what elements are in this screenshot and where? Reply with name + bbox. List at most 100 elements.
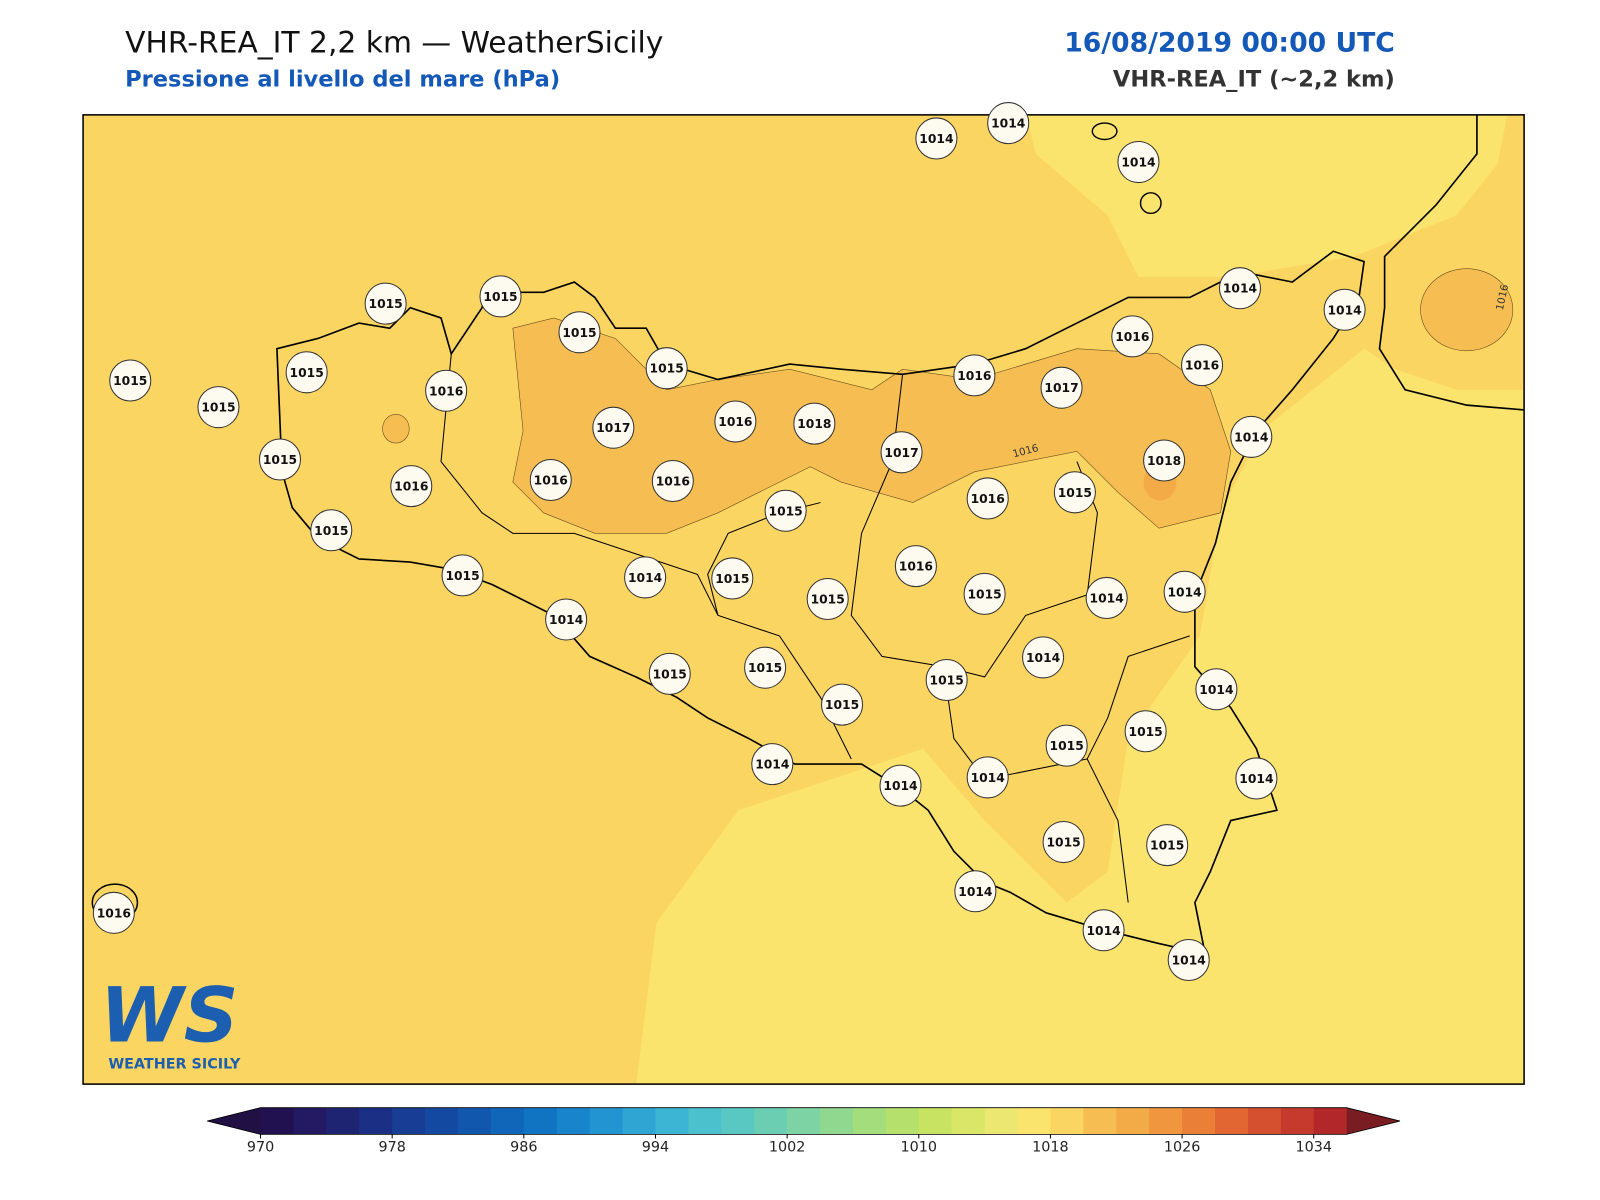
station-marker (441, 554, 484, 597)
island (1091, 122, 1118, 141)
map-frame (82, 114, 1525, 1085)
station-marker (258, 438, 302, 481)
station-value: 1014 (1223, 282, 1257, 296)
station-value: 1015 (201, 401, 235, 415)
station-marker (880, 431, 923, 474)
station-value: 1014 (755, 758, 789, 772)
colorbar-bin (852, 1107, 887, 1135)
station-marker (310, 509, 353, 552)
station-value: 1015 (1050, 739, 1084, 753)
colorbar-bin (523, 1107, 558, 1135)
station-marker (1323, 288, 1366, 331)
station-marker (479, 275, 522, 318)
colorbar-bin (688, 1107, 722, 1135)
title: VHR-REA_IT 2,2 km — WeatherSicily (125, 26, 663, 61)
station-marker (624, 556, 667, 599)
station-value: 1015 (483, 290, 517, 304)
station-value: 1017 (1044, 381, 1078, 395)
datetime: 16/08/2019 00:00 UTC (1064, 28, 1395, 59)
colorbar-bin (326, 1107, 360, 1135)
station-marker (1230, 415, 1273, 458)
island (1139, 192, 1162, 215)
colorbar-bin (1116, 1107, 1150, 1135)
station-value: 1014 (1234, 430, 1268, 444)
station-marker (558, 311, 601, 354)
station-value: 1016 (957, 369, 991, 383)
station-value: 1015 (263, 453, 297, 467)
station-value: 1016 (718, 415, 752, 429)
colorbar-tick-label: 1026 (1164, 1140, 1201, 1156)
station-marker (364, 282, 407, 325)
station-value: 1015 (653, 667, 687, 681)
colorbar-bin (951, 1107, 986, 1135)
station-value: 1015 (930, 674, 964, 688)
station-value: 1014 (958, 885, 992, 899)
station-marker (1022, 636, 1065, 679)
station-marker (744, 646, 787, 689)
station-marker (806, 577, 849, 620)
colorbar-bin (490, 1107, 525, 1135)
station-marker (651, 459, 694, 503)
station-marker (954, 870, 997, 913)
colorbar-bin (721, 1107, 755, 1135)
field-high (382, 414, 410, 444)
station-marker (751, 743, 794, 786)
subtitle: Pressione al livello del mare (hPa) (125, 66, 560, 92)
coastline (276, 250, 1366, 955)
station-value: 1015 (967, 587, 1001, 601)
station-marker (925, 658, 968, 702)
colorbar-bin (293, 1107, 327, 1135)
station-value: 1016 (656, 475, 690, 489)
colorbar-tick-label: 986 (510, 1140, 537, 1156)
station-marker (894, 545, 937, 588)
field (83, 114, 1525, 1085)
colorbar-extend-high (1346, 1107, 1400, 1135)
colorbar-bin (820, 1107, 854, 1135)
station-marker (1045, 724, 1088, 767)
colorbar-bin (984, 1107, 1019, 1135)
logo-name: WEATHER SICILY (108, 1057, 241, 1073)
station-value: 1014 (1026, 651, 1060, 665)
station-value: 1014 (1172, 954, 1206, 968)
station-marker (592, 406, 635, 449)
colorbar-bin (622, 1107, 656, 1135)
station-marker (425, 369, 468, 412)
station-marker (963, 572, 1006, 615)
colorbar-extend-low (207, 1107, 261, 1135)
field-high (1420, 268, 1514, 352)
colorbar-bin (1017, 1107, 1051, 1135)
station-value: 1014 (1199, 683, 1233, 697)
station-marker (1195, 668, 1238, 711)
station-value: 1014 (971, 771, 1005, 785)
station-marker (390, 465, 433, 508)
station-value: 1015 (1046, 836, 1080, 850)
station-value: 1016 (534, 474, 568, 488)
station-marker (821, 683, 864, 726)
logo-mark: WS (100, 971, 238, 1059)
station-marker (645, 347, 688, 390)
colorbar-bin (457, 1107, 492, 1135)
station-marker (1167, 938, 1210, 982)
colorbar-bin (359, 1107, 393, 1135)
station-marker (1040, 366, 1083, 409)
station-marker (109, 359, 152, 402)
colorbar-tick-label: 1034 (1295, 1140, 1332, 1156)
station-value: 1017 (596, 421, 630, 435)
coastline (1378, 114, 1525, 411)
station-value: 1014 (991, 117, 1025, 131)
colorbar-tick-label: 978 (378, 1140, 405, 1156)
colorbar-bin (1215, 1107, 1249, 1135)
station-marker (966, 477, 1009, 520)
station-value: 1016 (97, 906, 131, 920)
colorbar-bin (918, 1107, 953, 1135)
station-marker (1146, 824, 1189, 867)
colorbar-bin (425, 1107, 459, 1135)
colorbar-bin (260, 1107, 294, 1135)
station-value: 1014 (1327, 303, 1361, 317)
station-marker (987, 102, 1030, 145)
station-marker (953, 354, 996, 397)
colorbar-tick-label: 1010 (901, 1140, 938, 1156)
station-value: 1015 (1150, 839, 1184, 853)
colorbar-bin (655, 1107, 689, 1135)
station-marker (764, 489, 807, 532)
